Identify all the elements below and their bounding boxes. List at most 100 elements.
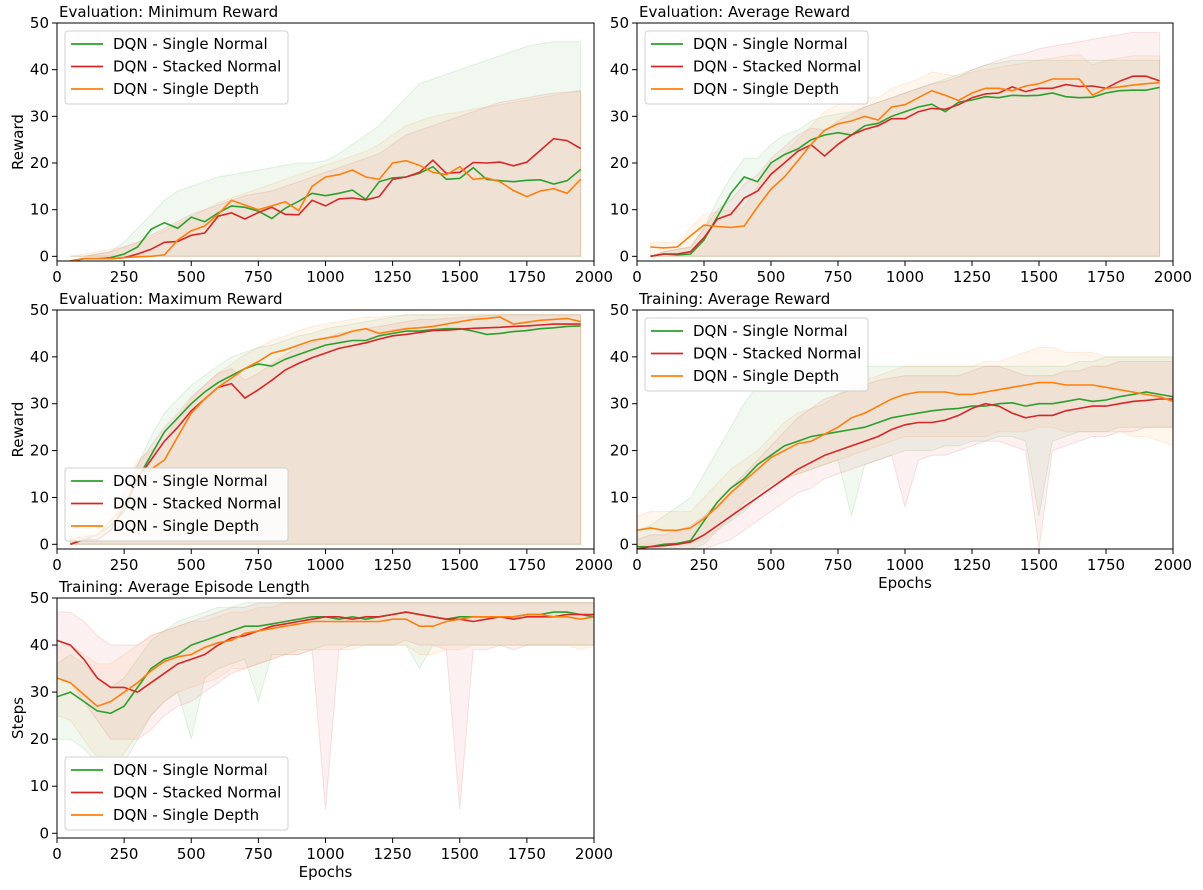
chart-eval-min: 0 250 500 750 1000 1250 1500 1750 2000 0 10 20 30 40 5… — [9, 3, 613, 286]
x-tick-label: 500 — [757, 556, 786, 574]
y-tick-label: 10 — [610, 488, 629, 506]
x-tick-label: 2000 — [575, 268, 613, 286]
x-tick-label: 1000 — [306, 845, 344, 863]
x-tick-label: 250 — [690, 556, 719, 574]
legend-entry: DQN - Single Normal — [693, 35, 848, 53]
x-tick-label: 1750 — [508, 268, 546, 286]
y-tick-label: 10 — [30, 488, 49, 506]
x-tick-label: 1000 — [306, 556, 344, 574]
y-tick-label: 20 — [610, 154, 629, 172]
y-tick-label: 50 — [610, 301, 629, 319]
x-axis-label: Epochs — [299, 863, 353, 881]
x-tick-label: 500 — [757, 268, 786, 286]
x-tick-label: 750 — [824, 268, 853, 286]
legend-entry: DQN - Stacked Normal — [693, 58, 861, 76]
legend: DQN - Single Normal DQN - Stacked Normal D… — [64, 30, 289, 105]
series-line-eval-avg-1 — [650, 75, 1160, 258]
x-tick-label: 0 — [52, 845, 62, 863]
x-tick-label: 1750 — [508, 556, 546, 574]
x-tick-label: 250 — [110, 845, 139, 863]
legend-box — [644, 30, 869, 105]
y-tick-label: 30 — [610, 107, 629, 125]
y-tick-label: 40 — [30, 348, 49, 366]
chart-train-episode-length: 0 250 500 750 1000 1250 1500 1750 2000 0 10 20 30 40 5… — [9, 578, 613, 881]
x-tick-label: 1500 — [441, 268, 479, 286]
legend-entry: DQN - Single Normal — [113, 35, 268, 53]
series-line-eval-max-1 — [70, 323, 581, 546]
y-tick-label: 0 — [619, 247, 629, 265]
x-tick-label: 1500 — [441, 845, 479, 863]
x-tick-label: 750 — [824, 556, 853, 574]
x-tick-label: 500 — [177, 268, 206, 286]
chart-title: Evaluation: Average Reward — [639, 3, 850, 21]
plot-content — [70, 41, 582, 261]
y-tick-label: 40 — [30, 636, 49, 654]
x-tick-label: 750 — [244, 845, 273, 863]
legend-box — [64, 756, 289, 831]
y-axis-label: Reward — [9, 402, 27, 458]
x-tick-label: 1500 — [441, 556, 479, 574]
legend-entry: DQN - Stacked Normal — [113, 58, 281, 76]
x-tick-label: 1000 — [886, 556, 924, 574]
series-line-eval-max-0 — [70, 325, 581, 546]
band-eval-avg-2 — [649, 54, 1161, 257]
y-tick-label: 0 — [39, 535, 49, 553]
band-train-episode-length-2 — [57, 602, 594, 769]
y-tick-label: 30 — [30, 107, 49, 125]
x-tick-label: 0 — [632, 268, 642, 286]
y-tick-label: 50 — [610, 14, 629, 32]
band-train-avg-reward-2 — [637, 347, 1173, 545]
chart-title: Evaluation: Maximum Reward — [59, 290, 283, 308]
x-tick-label: 1000 — [306, 268, 344, 286]
x-tick-label: 1500 — [1020, 556, 1058, 574]
y-tick-label: 40 — [30, 61, 49, 79]
y-tick-label: 10 — [30, 201, 49, 219]
y-axis-label: Steps — [9, 697, 27, 739]
chart-title: Training: Average Episode Length — [58, 578, 310, 596]
legend: DQN - Single Normal DQN - Stacked Normal D… — [64, 756, 289, 831]
band-eval-avg-1 — [650, 31, 1161, 257]
x-tick-label: 250 — [110, 268, 139, 286]
y-tick-label: 40 — [610, 61, 629, 79]
series-line-eval-min-2 — [70, 159, 582, 261]
band-eval-avg-0 — [650, 59, 1161, 257]
x-tick-label: 2000 — [1154, 556, 1192, 574]
y-tick-label: 40 — [610, 348, 629, 366]
y-tick-label: 50 — [30, 301, 49, 319]
series-line-train-avg-reward-2 — [637, 381, 1173, 532]
legend: DQN - Single Normal DQN - Stacked Normal D… — [644, 317, 869, 392]
legend-box — [64, 30, 289, 105]
y-tick-label: 10 — [30, 777, 49, 795]
legend-entry: DQN - Single Depth — [693, 80, 839, 98]
legend-entry: DQN - Single Normal — [693, 322, 848, 340]
x-tick-label: 1750 — [1087, 268, 1125, 286]
legend: DQN - Single Normal DQN - Stacked Normal D… — [64, 467, 289, 542]
x-tick-label: 1750 — [508, 845, 546, 863]
plot-content — [649, 31, 1161, 258]
series-line-eval-avg-2 — [650, 78, 1160, 249]
legend-entry: DQN - Stacked Normal — [113, 495, 281, 513]
x-axis-label: Epochs — [878, 574, 932, 592]
legend-entry: DQN - Single Depth — [113, 517, 259, 535]
y-tick-label: 0 — [39, 824, 49, 842]
legend-entry: DQN - Stacked Normal — [693, 345, 861, 363]
y-tick-label: 50 — [30, 14, 49, 32]
chart-title: Training: Average Reward — [638, 290, 830, 308]
legend-entry: DQN - Single Normal — [113, 761, 268, 779]
series-line-eval-max-2 — [70, 316, 581, 541]
x-tick-label: 1250 — [953, 556, 991, 574]
legend-entry: DQN - Single Depth — [113, 806, 259, 824]
y-tick-label: 10 — [610, 201, 629, 219]
plot-content — [57, 602, 594, 810]
x-tick-label: 2000 — [1154, 268, 1192, 286]
series-line-eval-avg-0 — [650, 86, 1160, 258]
series-line-eval-min-1 — [70, 137, 582, 261]
legend-entry: DQN - Single Depth — [693, 367, 839, 385]
x-tick-label: 500 — [177, 556, 206, 574]
legend-entry: DQN - Single Normal — [113, 472, 268, 490]
y-tick-label: 30 — [610, 395, 629, 413]
plot-content — [637, 347, 1173, 549]
x-tick-label: 0 — [52, 268, 62, 286]
x-tick-label: 1250 — [374, 556, 412, 574]
